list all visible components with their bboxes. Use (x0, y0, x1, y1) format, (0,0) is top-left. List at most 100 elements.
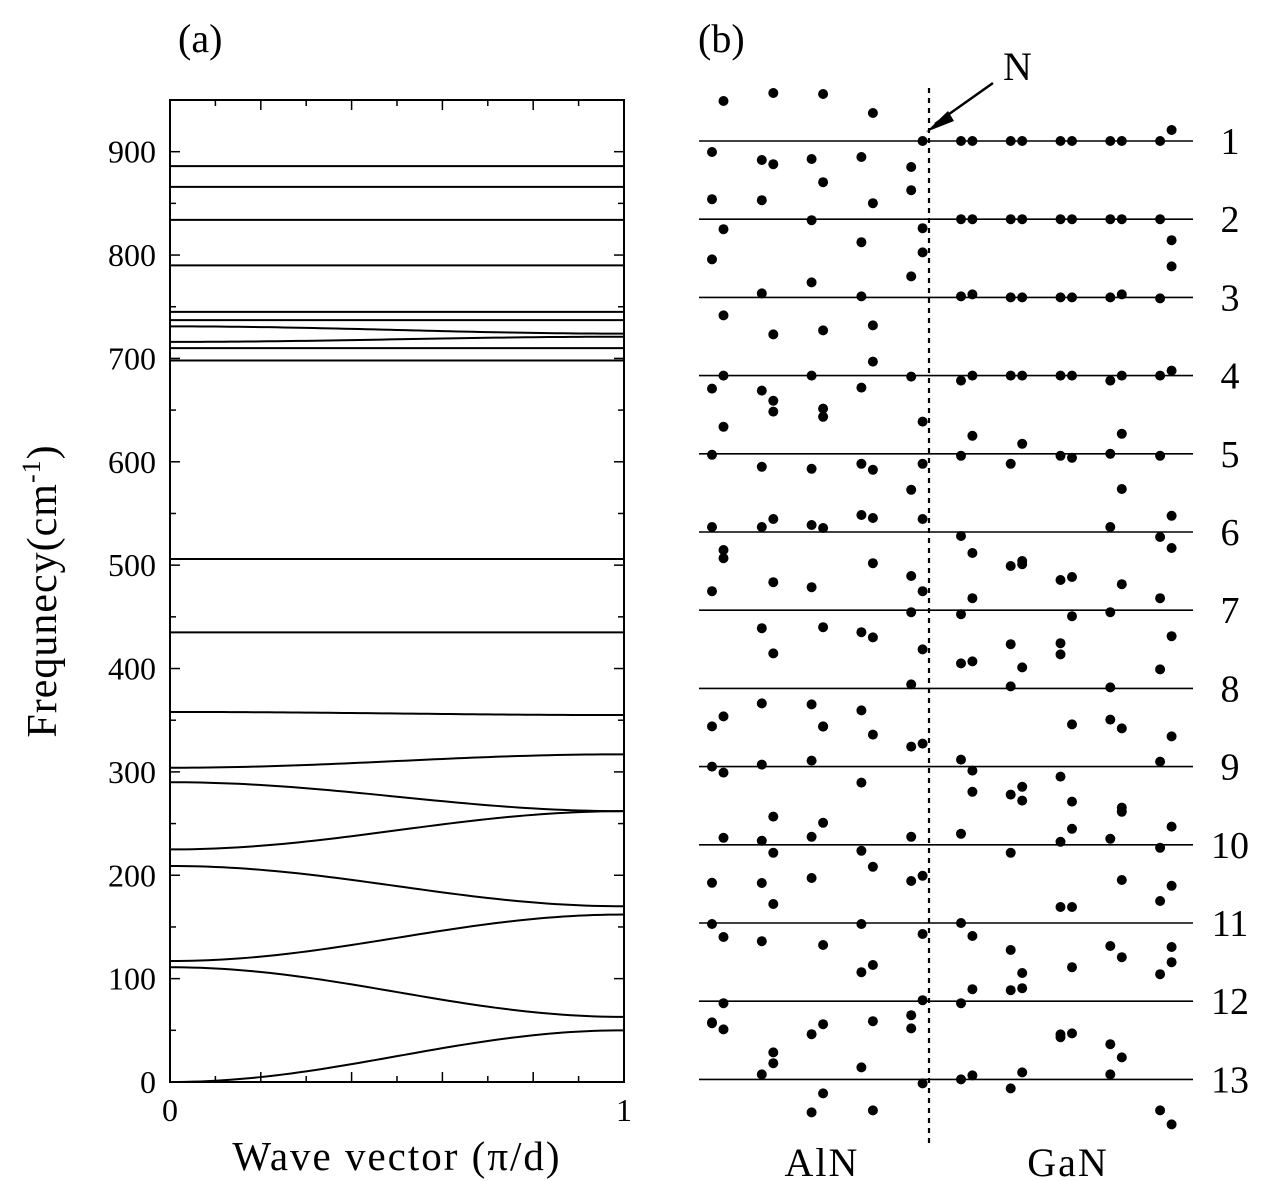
ytick-label: 700 (108, 340, 156, 376)
atom-displacement-point (867, 729, 878, 740)
atom-displacement-point (768, 1058, 779, 1069)
atom-displacement-point (818, 721, 829, 732)
atom-displacement-point (756, 878, 767, 888)
atom-displacement-point (806, 520, 817, 530)
atom-displacement-point (1017, 1067, 1028, 1078)
atom-displacement-point (1155, 450, 1166, 461)
atom-displacement-point (806, 154, 817, 164)
atom-displacement-point (1005, 847, 1016, 858)
atom-displacement-point (1067, 611, 1077, 622)
atom-displacement-point (756, 1069, 767, 1080)
atom-displacement-point (917, 514, 928, 524)
atom-displacement-point (856, 705, 867, 716)
atom-displacement-point (707, 877, 717, 888)
atom-displacement-point (818, 411, 829, 422)
atom-displacement-point (768, 395, 779, 406)
atom-displacement-point (756, 936, 767, 947)
atom-displacement-point (1155, 896, 1166, 906)
atom-displacement-point (1067, 572, 1077, 582)
atom-displacement-point (1017, 781, 1028, 792)
dispersion-branch-13 (170, 710, 624, 717)
atom-displacement-point (1155, 370, 1166, 381)
ytick-label: 100 (108, 961, 156, 997)
atom-displacement-point (707, 586, 717, 597)
atom-displacement-point (917, 247, 928, 258)
atom-displacement-point (1055, 370, 1066, 381)
panel-a-series (169, 165, 625, 1083)
atom-displacement-point (967, 430, 978, 441)
atom-displacement-point (1005, 681, 1016, 692)
panel-a-ylabel-main: Frequnecy(cm (20, 483, 66, 738)
atom-displacement-point (967, 289, 978, 300)
atom-displacement-point (956, 375, 966, 386)
atom-displacement-point (1105, 1069, 1116, 1080)
atom-displacement-point (906, 185, 917, 196)
atom-displacement-point (1017, 968, 1028, 978)
atom-displacement-point (707, 1017, 717, 1028)
atom-displacement-point (1166, 510, 1177, 521)
atom-displacement-point (956, 658, 966, 669)
atom-displacement-point (768, 648, 779, 659)
atom-displacement-point (1116, 806, 1127, 817)
atom-displacement-point (707, 522, 717, 532)
atom-displacement-point (867, 464, 878, 475)
atom-displacement-point (856, 382, 867, 393)
atom-displacement-point (867, 632, 878, 643)
atom-displacement-point (1116, 370, 1127, 381)
atom-displacement-point (906, 607, 917, 618)
atom-displacement-point (707, 147, 717, 157)
atom-displacement-point (1017, 214, 1028, 225)
atom-displacement-point (1155, 136, 1166, 146)
atom-displacement-point (956, 828, 966, 839)
ytick-label: 500 (108, 547, 156, 583)
atom-displacement-point (718, 832, 729, 843)
atom-displacement-point (1155, 214, 1166, 225)
atom-displacement-point (867, 320, 878, 331)
atom-displacement-point (806, 582, 817, 593)
atom-displacement-point (818, 1088, 829, 1099)
mode-label-4: 4 (1221, 356, 1240, 398)
mode-label-7: 7 (1221, 590, 1240, 632)
dispersion-branch-20 (169, 1029, 625, 1083)
dispersion-branch-15 (169, 781, 625, 813)
mode-label-3: 3 (1221, 277, 1240, 319)
atom-displacement-point (1055, 136, 1066, 146)
atom-displacement-point (718, 545, 729, 555)
atom-displacement-point (906, 1010, 917, 1021)
ytick-label: 900 (108, 134, 156, 170)
atom-displacement-point (1067, 214, 1077, 225)
atom-displacement-point (818, 523, 829, 533)
atom-displacement-point (1067, 962, 1077, 973)
xtick-label: 1 (616, 1092, 632, 1128)
atom-displacement-point (956, 136, 966, 146)
atom-displacement-point (768, 88, 779, 98)
atom-displacement-point (1017, 438, 1028, 449)
atom-displacement-point (1105, 607, 1116, 618)
mode-label-11: 11 (1212, 903, 1249, 945)
atom-displacement-point (967, 136, 978, 146)
atom-displacement-point (1005, 214, 1016, 225)
dispersion-branch-17 (169, 864, 625, 908)
atom-displacement-point (1116, 289, 1127, 300)
dispersion-branch-19 (169, 966, 625, 1018)
atom-displacement-point (1116, 723, 1127, 734)
atom-displacement-point (768, 329, 779, 340)
ytick-label: 400 (108, 651, 156, 687)
atom-displacement-point (1105, 941, 1116, 951)
atom-displacement-point (1116, 484, 1127, 494)
ytick-label: 800 (108, 237, 156, 273)
atom-displacement-point (917, 738, 928, 749)
atom-displacement-point (1166, 1119, 1177, 1130)
atom-displacement-point (1067, 136, 1077, 146)
atom-displacement-point (718, 421, 729, 432)
atom-displacement-point (1105, 375, 1116, 386)
atom-displacement-point (818, 940, 829, 950)
atom-displacement-point (906, 571, 917, 581)
panel-a-ylabel: Frequnecy(cm-1) (17, 444, 66, 737)
atom-displacement-point (1166, 957, 1177, 968)
interface-label: N (1003, 44, 1032, 89)
atom-displacement-point (756, 835, 767, 846)
atom-displacement-point (917, 870, 928, 881)
atom-displacement-point (906, 484, 917, 495)
atom-displacement-point (1116, 952, 1127, 963)
